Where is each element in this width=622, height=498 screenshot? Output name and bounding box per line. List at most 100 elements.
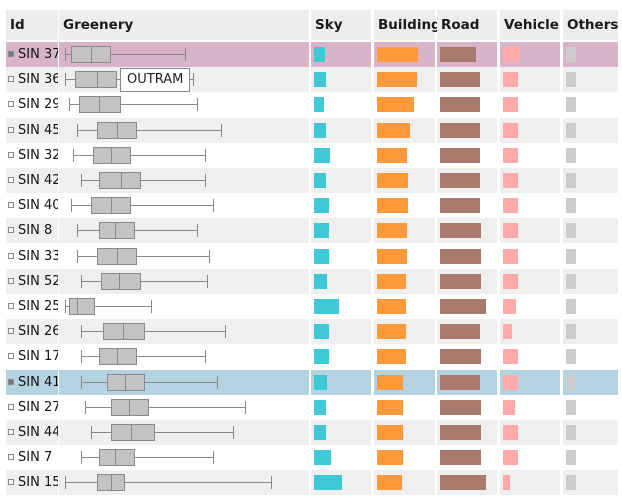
- row-checkbox[interactable]: [8, 278, 14, 284]
- greenery-whisker-cap-min: [81, 451, 82, 464]
- column-header-greenery[interactable]: Greenery: [63, 17, 134, 33]
- greenery-whisker: [77, 230, 197, 231]
- others-bar: [566, 97, 577, 112]
- column-header-id[interactable]: Id: [10, 17, 25, 33]
- table-row[interactable]: SIN 37: [0, 42, 622, 67]
- table-row[interactable]: SIN 32: [0, 143, 622, 168]
- column-header-road[interactable]: Road: [441, 17, 480, 33]
- table-row[interactable]: SIN 27: [0, 395, 622, 420]
- row-checkbox[interactable]: [8, 303, 14, 309]
- building-bar: [377, 274, 406, 289]
- greenery-median: [119, 273, 120, 290]
- row-checkbox[interactable]: [8, 253, 14, 259]
- table-row[interactable]: SIN 7: [0, 445, 622, 470]
- row-checkbox[interactable]: [8, 479, 14, 485]
- others-bar: [566, 425, 577, 440]
- cell-bg-id: [6, 269, 58, 294]
- row-checkbox[interactable]: [8, 328, 14, 334]
- others-bar: [566, 123, 577, 138]
- row-checkbox[interactable]: [8, 177, 14, 183]
- row-checkbox[interactable]: [8, 404, 14, 410]
- cell-bg-id: [6, 244, 58, 269]
- column-header-others[interactable]: Others: [567, 17, 619, 33]
- table-row[interactable]: SIN 26: [0, 319, 622, 344]
- row-id: SIN 15: [18, 475, 58, 490]
- greenery-whisker-cap-max: [205, 350, 206, 363]
- row-checkbox[interactable]: [8, 152, 14, 158]
- sky-bar: [314, 425, 327, 440]
- greenery-whisker-cap-min: [77, 224, 78, 237]
- greenery-median: [123, 323, 124, 340]
- cell-bg-id: [6, 294, 58, 319]
- header-cell-bg-id: [6, 10, 58, 40]
- row-checkbox[interactable]: [8, 353, 14, 359]
- vehicle-bar: [503, 274, 518, 289]
- cell-bg-id: [6, 67, 58, 92]
- greenery-whisker-cap-max: [213, 199, 214, 212]
- building-bar: [377, 123, 411, 138]
- greenery-whisker-cap-max: [151, 300, 152, 313]
- row-checkbox[interactable]: [8, 51, 14, 57]
- row-id: SIN 42: [18, 173, 58, 188]
- greenery-whisker-cap-max: [225, 325, 226, 338]
- greenery-whisker-cap-min: [71, 199, 72, 212]
- row-id: SIN 40: [18, 198, 58, 213]
- table-row[interactable]: SIN 44: [0, 420, 622, 445]
- table-row[interactable]: SIN 41: [0, 370, 622, 395]
- row-checkbox[interactable]: [8, 101, 14, 107]
- vehicle-bar: [503, 249, 518, 264]
- others-bar: [566, 475, 577, 490]
- others-bar: [566, 72, 577, 87]
- greenery-box: [99, 172, 141, 189]
- road-bar: [440, 148, 481, 163]
- greenery-box: [107, 374, 145, 391]
- vehicle-bar: [503, 97, 518, 112]
- row-checkbox[interactable]: [8, 429, 14, 435]
- greenery-median: [117, 248, 118, 265]
- row-id: SIN 36: [18, 72, 58, 87]
- table-row[interactable]: SIN 36: [0, 67, 622, 92]
- greenery-median: [97, 71, 98, 88]
- road-bar: [440, 47, 477, 62]
- table-row[interactable]: SIN 17: [0, 344, 622, 369]
- greenery-box: [99, 348, 137, 365]
- road-bar: [440, 475, 486, 490]
- header-cell-bg-others: [563, 10, 618, 40]
- sky-bar: [314, 400, 327, 415]
- row-checkbox[interactable]: [8, 127, 14, 133]
- table-row[interactable]: SIN 52: [0, 269, 622, 294]
- row-checkbox[interactable]: [8, 454, 14, 460]
- column-header-sky[interactable]: Sky: [315, 17, 343, 33]
- row-checkbox[interactable]: [8, 76, 14, 82]
- row-checkbox[interactable]: [8, 227, 14, 233]
- row-id: SIN 29: [18, 97, 58, 112]
- table-row[interactable]: SIN 40: [0, 193, 622, 218]
- column-header-building[interactable]: Building: [378, 17, 441, 33]
- greenery-median: [77, 298, 78, 315]
- cell-bg-id: [6, 92, 58, 117]
- column-header-vehicle[interactable]: Vehicle: [504, 17, 559, 33]
- others-bar: [566, 249, 577, 264]
- road-bar: [440, 400, 482, 415]
- table-row[interactable]: SIN 45: [0, 118, 622, 143]
- vehicle-bar: [503, 223, 518, 238]
- table-row[interactable]: SIN 29: [0, 92, 622, 117]
- road-bar: [440, 349, 482, 364]
- greenery-box: [79, 96, 121, 113]
- vehicle-bar: [503, 475, 510, 490]
- row-checkbox[interactable]: [8, 379, 14, 385]
- table-row[interactable]: SIN 8: [0, 218, 622, 243]
- others-bar: [566, 47, 577, 62]
- road-bar: [440, 324, 481, 339]
- table-row[interactable]: SIN 25: [0, 294, 622, 319]
- table-row[interactable]: SIN 33: [0, 244, 622, 269]
- greenery-whisker-cap-min: [81, 275, 82, 288]
- greenery-whisker-cap-max: [217, 376, 218, 389]
- table-row[interactable]: SIN 42: [0, 168, 622, 193]
- building-bar: [377, 198, 409, 213]
- row-checkbox[interactable]: [8, 202, 14, 208]
- sky-bar: [314, 97, 325, 112]
- table-row[interactable]: SIN 15: [0, 470, 622, 495]
- cell-bg-id: [6, 395, 58, 420]
- road-bar: [440, 299, 486, 314]
